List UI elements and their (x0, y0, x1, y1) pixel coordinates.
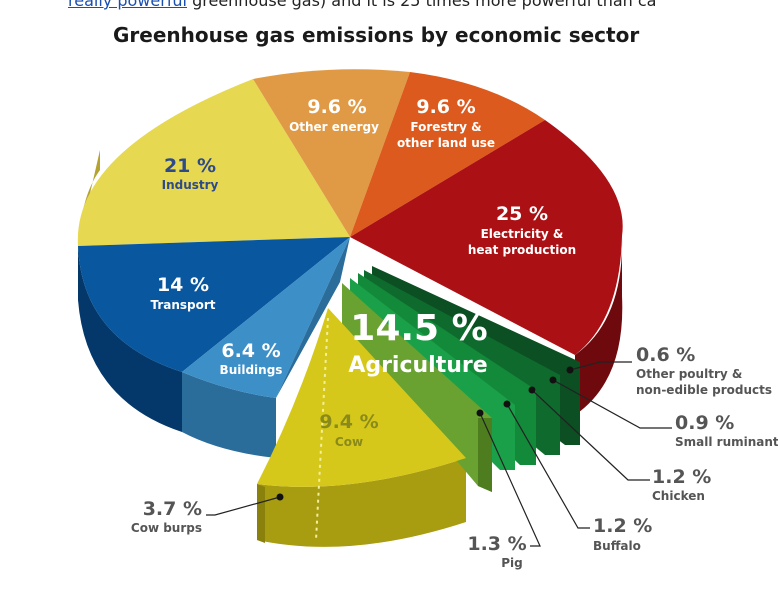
leader-chicken (531, 389, 650, 481)
callout-pig-value: 1.3 % (467, 533, 526, 555)
slice-side-buildings (182, 372, 276, 458)
callout-poultry-name-2: non-edible products (636, 383, 772, 397)
chart-title: Greenhouse gas emissions by economic sec… (113, 23, 639, 47)
label-transport-name: Transport (150, 298, 215, 312)
pie-top (77, 69, 623, 398)
callout-pig-name: Pig (501, 556, 523, 570)
callout-cow-burps-value: 3.7 % (143, 498, 202, 520)
pie-sides (78, 150, 623, 547)
cow-divider (315, 317, 329, 541)
callout-small-ruminant-name: Small ruminant (675, 435, 778, 449)
dot-buffalo (503, 400, 511, 408)
label-industry-name: Industry (162, 178, 219, 192)
slice-energy (253, 69, 410, 237)
label-electricity-name-2: heat production (468, 243, 576, 257)
leader-pig (479, 412, 541, 547)
slice-transport (78, 237, 350, 372)
label-buildings-value: 6.4 % (221, 340, 280, 362)
label-agriculture-value: 14.5 % (350, 308, 487, 349)
label-energy-name: Other energy (289, 120, 379, 134)
top-text-rest: greenhouse gas) and it is 25 times more … (187, 0, 657, 10)
dot-pig (476, 409, 484, 417)
leader-poultry (569, 361, 632, 371)
agriculture-fins (342, 266, 580, 492)
label-forestry-value: 9.6 % (416, 96, 475, 118)
leader-cow-burps (206, 496, 281, 516)
slice-side-industry (78, 150, 100, 262)
dot-small-ruminant (549, 376, 557, 384)
slice-electricity (350, 120, 623, 355)
label-forestry-name-1: Forestry & (410, 120, 481, 134)
label-transport-value: 14 % (157, 274, 209, 296)
pie-gap (276, 237, 350, 398)
label-forestry-name-2: other land use (397, 136, 495, 150)
callout-small-ruminant-value: 0.9 % (675, 412, 734, 434)
slice-side-cow-dark (257, 484, 265, 543)
label-industry-value: 21 % (164, 155, 216, 177)
label-buildings-name: Buildings (220, 363, 283, 377)
top-text-snippet: really powerful greenhouse gas) and it i… (68, 0, 656, 10)
callout-dots (276, 366, 574, 501)
slice-labels: 9.6 % Other energy 9.6 % Forestry & othe… (150, 96, 576, 449)
callout-poultry-value: 0.6 % (636, 344, 695, 366)
label-agriculture-name: Agriculture (348, 353, 487, 378)
slice-forestry (350, 72, 545, 237)
fin-pig-shade (478, 418, 492, 492)
dot-cow-burps (276, 493, 284, 501)
label-electricity-value: 25 % (496, 203, 548, 225)
label-cow-name: Cow (335, 435, 363, 449)
callout-chicken-value: 1.2 % (652, 466, 711, 488)
slice-side-transport (78, 246, 182, 432)
callout-buffalo-value: 1.2 % (593, 515, 652, 537)
callout-labels: 0.6 % Other poultry & non-edible product… (131, 344, 778, 570)
callout-cow-burps-name: Cow burps (131, 521, 202, 535)
slice-side-cow (257, 458, 466, 547)
slice-buildings (182, 237, 350, 398)
label-cow-value: 9.4 % (319, 411, 378, 433)
dot-poultry (566, 366, 574, 374)
label-energy-value: 9.6 % (307, 96, 366, 118)
top-text-link[interactable]: really powerful (68, 0, 187, 10)
label-electricity-name-1: Electricity & (481, 227, 564, 241)
leader-small-ruminant (552, 379, 672, 429)
leader-buffalo (506, 403, 590, 529)
slice-industry (77, 79, 350, 246)
callout-buffalo-name: Buffalo (593, 539, 641, 553)
callout-lines (206, 361, 672, 547)
callout-chicken-name: Chicken (652, 489, 705, 503)
slice-side-electricity (575, 236, 623, 415)
slice-cow (257, 308, 466, 487)
dot-chicken (528, 386, 536, 394)
callout-poultry-name-1: Other poultry & (636, 367, 742, 381)
fin-pig (342, 283, 492, 492)
